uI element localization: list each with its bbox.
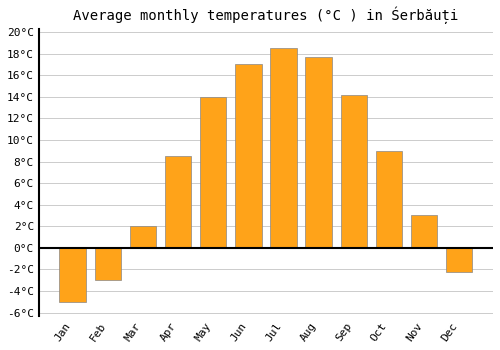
Bar — [340, 94, 367, 248]
Bar — [446, 248, 472, 272]
Bar — [94, 248, 121, 280]
Bar — [306, 57, 332, 248]
Bar — [130, 226, 156, 248]
Bar — [376, 151, 402, 248]
Bar — [200, 97, 226, 248]
Bar — [60, 248, 86, 302]
Bar — [411, 216, 438, 248]
Title: Average monthly temperatures (°C ) in Śerbăuți: Average monthly temperatures (°C ) in Śe… — [74, 7, 458, 24]
Bar — [165, 156, 191, 248]
Bar — [270, 48, 296, 248]
Bar — [235, 64, 262, 248]
